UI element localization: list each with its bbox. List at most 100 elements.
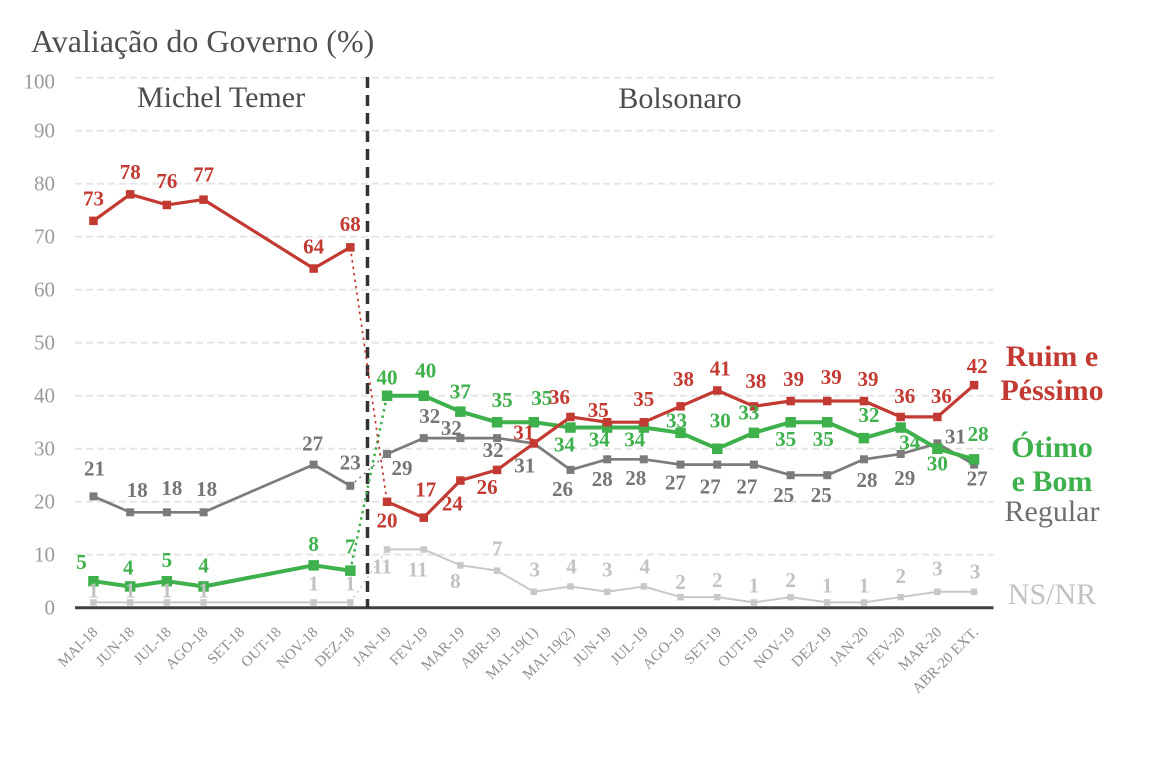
svg-text:Péssimo: Péssimo [1000, 374, 1103, 407]
svg-text:20: 20 [377, 509, 398, 533]
svg-text:5: 5 [76, 550, 87, 574]
svg-text:27: 27 [700, 475, 721, 499]
svg-text:26: 26 [477, 475, 498, 499]
svg-text:33: 33 [666, 409, 687, 433]
svg-text:41: 41 [710, 356, 731, 380]
svg-text:3: 3 [530, 558, 541, 582]
svg-text:20: 20 [34, 490, 55, 514]
svg-text:36: 36 [894, 384, 915, 408]
svg-text:39: 39 [783, 367, 804, 391]
svg-text:30: 30 [34, 437, 55, 461]
svg-text:25: 25 [773, 483, 794, 507]
svg-text:27: 27 [665, 471, 686, 495]
svg-text:1: 1 [822, 573, 833, 597]
svg-text:36: 36 [549, 385, 570, 409]
svg-text:39: 39 [858, 367, 879, 391]
svg-text:40: 40 [34, 384, 55, 408]
svg-text:33: 33 [738, 401, 759, 425]
svg-text:38: 38 [745, 369, 766, 393]
svg-text:1: 1 [88, 578, 99, 602]
svg-text:32: 32 [419, 404, 440, 428]
svg-text:21: 21 [84, 456, 105, 480]
svg-text:24: 24 [442, 491, 464, 515]
svg-text:34: 34 [624, 427, 646, 451]
svg-text:68: 68 [340, 212, 361, 236]
svg-text:18: 18 [161, 476, 182, 500]
svg-text:4: 4 [640, 554, 651, 578]
svg-text:76: 76 [156, 169, 177, 193]
svg-text:2: 2 [675, 570, 686, 594]
svg-text:28: 28 [968, 422, 989, 446]
svg-text:1: 1 [859, 573, 870, 597]
svg-text:Ruim e: Ruim e [1006, 340, 1099, 373]
svg-text:1: 1 [162, 578, 173, 602]
svg-text:4: 4 [123, 555, 134, 579]
svg-text:18: 18 [127, 478, 148, 502]
svg-text:2: 2 [895, 564, 906, 588]
svg-text:35: 35 [531, 386, 552, 410]
svg-text:3: 3 [932, 557, 943, 581]
svg-text:Bolsonaro: Bolsonaro [618, 82, 741, 115]
svg-text:18: 18 [196, 477, 217, 501]
svg-text:34: 34 [554, 432, 576, 456]
svg-text:11: 11 [372, 554, 392, 578]
svg-text:7: 7 [345, 535, 356, 559]
svg-text:40: 40 [377, 366, 398, 390]
svg-text:4: 4 [198, 553, 209, 577]
svg-text:35: 35 [588, 398, 609, 422]
svg-text:100: 100 [24, 70, 56, 94]
svg-text:50: 50 [34, 331, 55, 355]
svg-text:31: 31 [513, 420, 534, 444]
svg-text:39: 39 [821, 365, 842, 389]
svg-text:70: 70 [34, 225, 55, 249]
svg-text:2: 2 [712, 568, 723, 592]
svg-text:28: 28 [625, 466, 646, 490]
svg-text:NS/NR: NS/NR [1008, 578, 1096, 611]
svg-text:1: 1 [749, 573, 760, 597]
svg-text:3: 3 [602, 558, 613, 582]
svg-text:0: 0 [45, 596, 56, 620]
svg-text:3: 3 [970, 560, 981, 584]
svg-text:36: 36 [931, 384, 952, 408]
svg-text:27: 27 [302, 432, 323, 456]
svg-text:34: 34 [589, 427, 611, 451]
svg-text:Ótimo: Ótimo [1011, 431, 1093, 464]
svg-text:32: 32 [483, 438, 504, 462]
svg-text:23: 23 [340, 451, 361, 475]
svg-text:30: 30 [927, 452, 948, 476]
svg-text:Avaliação do Governo (%): Avaliação do Governo (%) [31, 23, 374, 59]
svg-text:73: 73 [83, 187, 104, 211]
svg-text:7: 7 [492, 537, 503, 561]
svg-text:28: 28 [857, 468, 878, 492]
svg-text:1: 1 [345, 571, 356, 595]
svg-text:32: 32 [859, 403, 880, 427]
svg-text:64: 64 [303, 234, 325, 258]
svg-text:27: 27 [736, 475, 757, 499]
svg-text:8: 8 [450, 569, 461, 593]
svg-text:10: 10 [34, 543, 55, 567]
svg-text:35: 35 [633, 387, 654, 411]
svg-text:34: 34 [899, 430, 921, 454]
svg-text:31: 31 [945, 424, 966, 448]
svg-text:5: 5 [162, 548, 173, 572]
svg-text:77: 77 [193, 163, 214, 187]
svg-text:2: 2 [785, 568, 796, 592]
svg-text:32: 32 [441, 416, 462, 440]
svg-text:e Bom: e Bom [1012, 465, 1093, 498]
svg-text:8: 8 [308, 532, 319, 556]
svg-text:25: 25 [811, 483, 832, 507]
svg-text:Michel Temer: Michel Temer [137, 81, 305, 114]
svg-text:29: 29 [894, 466, 915, 490]
svg-text:11: 11 [408, 557, 428, 581]
svg-text:35: 35 [492, 388, 513, 412]
svg-text:90: 90 [34, 119, 55, 143]
svg-text:27: 27 [967, 467, 988, 491]
svg-text:30: 30 [710, 409, 731, 433]
svg-text:1: 1 [308, 571, 319, 595]
svg-text:40: 40 [415, 359, 436, 383]
svg-text:31: 31 [514, 453, 535, 477]
svg-text:42: 42 [967, 354, 988, 378]
svg-text:17: 17 [415, 478, 436, 502]
svg-text:1: 1 [125, 578, 136, 602]
svg-text:35: 35 [775, 427, 796, 451]
